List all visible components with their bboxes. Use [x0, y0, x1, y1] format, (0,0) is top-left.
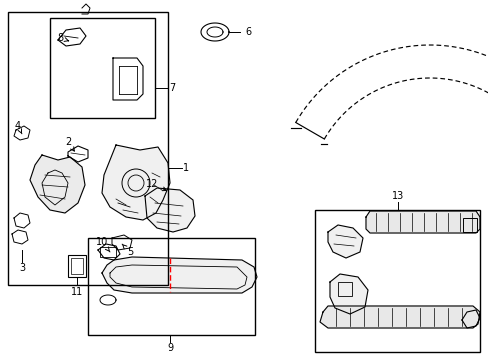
- Polygon shape: [329, 274, 367, 314]
- Polygon shape: [102, 145, 170, 220]
- Text: 6: 6: [244, 27, 250, 37]
- Bar: [68, 255, 86, 277]
- Bar: [71, 258, 83, 274]
- Polygon shape: [30, 155, 85, 213]
- Polygon shape: [102, 257, 257, 293]
- Text: 10: 10: [96, 237, 110, 252]
- Text: 12: 12: [145, 179, 166, 191]
- Text: 8: 8: [57, 33, 68, 43]
- Bar: [88, 238, 254, 335]
- Polygon shape: [365, 211, 479, 233]
- Bar: [337, 282, 351, 296]
- Bar: [100, 247, 116, 257]
- Text: 1: 1: [183, 163, 189, 173]
- Text: 5: 5: [122, 244, 133, 257]
- Polygon shape: [319, 306, 479, 328]
- Text: 7: 7: [168, 83, 175, 93]
- Bar: [314, 210, 479, 352]
- Text: 3: 3: [19, 263, 25, 273]
- Bar: [462, 218, 476, 232]
- Polygon shape: [327, 225, 362, 258]
- Text: 2: 2: [65, 137, 74, 151]
- Text: 4: 4: [15, 121, 22, 134]
- Bar: [50, 18, 155, 118]
- Text: 9: 9: [166, 343, 173, 353]
- Text: 11: 11: [71, 287, 83, 297]
- Text: 13: 13: [391, 191, 403, 201]
- Polygon shape: [145, 188, 195, 232]
- Bar: [8, 12, 168, 285]
